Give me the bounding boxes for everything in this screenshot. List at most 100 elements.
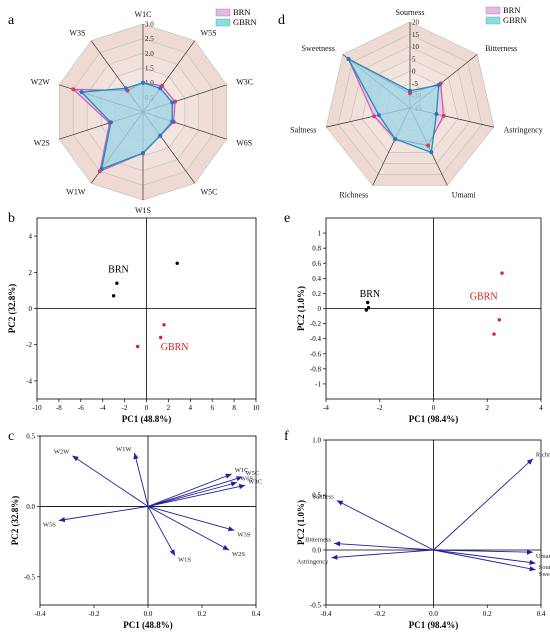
y-tick-label: -0.6 (310, 350, 322, 358)
score-point-brn (115, 281, 119, 285)
radar-axis-label: W2S (34, 138, 50, 147)
radar-point-gbrn (141, 151, 145, 156)
radar-point-gbrn (141, 80, 145, 85)
panel-letter: f (284, 429, 289, 444)
radar-tick-label: 2.5 (145, 35, 154, 43)
radar-point-brn (426, 143, 431, 148)
legend-label: GBRN (503, 15, 527, 25)
radar-point-brn (441, 113, 446, 118)
radar-point-gbrn (393, 137, 398, 141)
x-tick-label: -4 (100, 404, 106, 412)
loading-label: Richness (536, 452, 550, 459)
loading-arrowhead (331, 554, 338, 560)
biplot-panel-f: f -0.4 -0.2 0.0 0.2 0.4 -0.5 0.0 0.5 1.0 PC1 (98.4… (284, 429, 550, 630)
loading-label: W3S (237, 531, 250, 538)
loading-vector (58, 505, 149, 521)
radar-point-gbrn (108, 120, 113, 125)
radar-point-brn (71, 87, 76, 92)
loading-label: Umami (536, 553, 550, 560)
score-point-gbrn (136, 344, 140, 349)
radar-axis-label: Richness (339, 191, 368, 200)
x-tick-label: -4 (323, 404, 329, 412)
x-tick-label: 2 (167, 404, 171, 412)
loading-vector (331, 549, 434, 559)
radar-axis-label: W1C (135, 10, 152, 19)
radar-axis-label: W3S (69, 29, 85, 38)
loading-vector (147, 476, 243, 507)
radar-point-gbrn (436, 83, 441, 87)
loading-vector (147, 506, 176, 556)
loading-arrowhead (72, 455, 79, 462)
y-axis-title: PC2 (1.0%) (296, 500, 306, 545)
y-tick-label: -0.5 (310, 602, 322, 610)
y-tick-label: 0.5 (312, 492, 321, 500)
legend-swatch-brn (485, 6, 501, 15)
loading-arrowhead (238, 484, 246, 490)
radar-axis-label: W1W (66, 187, 86, 196)
legend-label: BRN (503, 5, 520, 15)
scatter-panel-b: b -10 -8 -6 -4 -2 0 2 4 6 8 10 -4 -2 0 2 4 PC1 (48.8%) PC2… (7, 211, 260, 424)
loading-arrowhead (230, 481, 238, 487)
loading-arrowhead (169, 549, 175, 556)
loading-label: W1W (116, 446, 132, 453)
x-tick-label: -0.4 (320, 610, 332, 618)
y-tick-label: -0.2 (310, 320, 322, 328)
loading-vector (147, 473, 232, 507)
radar-tick-label: 15 (412, 31, 420, 39)
radar-axis-label: W5C (201, 187, 218, 196)
radar-axis-label: Saltness (290, 125, 316, 134)
radar-axis-label: Astringency (504, 125, 543, 134)
radar-axis-label: Umami (452, 191, 477, 200)
radar-point-gbrn (346, 57, 351, 61)
x-tick-label: 0 (145, 404, 149, 412)
radar-tick-label: 2.0 (145, 50, 154, 58)
radar-axis-label: Sweetness (302, 44, 335, 53)
score-point-gbrn (159, 335, 163, 340)
loading-arrowhead (529, 566, 536, 572)
loading-arrowhead (526, 458, 533, 465)
loading-label: Saltness (312, 494, 334, 501)
loading-vector (147, 505, 235, 531)
radar-tick-label: 3.0 (145, 21, 154, 29)
loading-arrowhead (529, 559, 536, 565)
loading-label: W3C (248, 478, 262, 485)
loading-label: W5C (246, 470, 260, 477)
loading-arrowhead (225, 473, 232, 479)
loading-label: Sweetness (539, 571, 550, 578)
loading-arrowhead (227, 526, 235, 532)
x-tick-label: -6 (78, 404, 84, 412)
radar-point-gbrn (158, 133, 163, 138)
x-tick-label: -10 (32, 404, 42, 412)
panel-letter: e (284, 211, 290, 226)
y-tick-label: -4 (26, 377, 32, 385)
group-annotation: GBRN (161, 342, 189, 353)
group-annotation: BRN (360, 289, 381, 300)
loading-vector (336, 500, 434, 551)
y-tick-label: 0.8 (312, 245, 321, 253)
loading-vector (147, 484, 246, 507)
loading-arrowhead (336, 500, 344, 506)
y-tick-label: 4 (29, 233, 33, 241)
y-tick-label: -1 (315, 380, 321, 388)
y-tick-label: 0.0 (26, 503, 35, 511)
score-point-brn (111, 294, 116, 298)
y-axis-title: PC2 (32.8%) (7, 284, 17, 334)
radar-point-gbrn (429, 150, 434, 155)
x-tick-label: 8 (232, 404, 236, 412)
loading-arrowhead (58, 517, 66, 523)
x-tick-label: 0.0 (429, 610, 438, 618)
x-tick-label: 2 (486, 404, 490, 412)
x-tick-label: 0.0 (144, 610, 153, 618)
panel-letter: a (8, 13, 15, 28)
x-axis-title: PC1 (48.8%) (123, 620, 173, 630)
loading-label: W2W (54, 449, 70, 456)
loading-label: W6S (240, 476, 253, 483)
radar-axis-label: W6S (236, 138, 252, 147)
y-axis-title: PC2 (32.8%) (10, 496, 20, 546)
loading-label: W1C (235, 467, 249, 474)
y-tick-label: -2 (26, 341, 32, 349)
x-tick-label: 10 (253, 404, 261, 412)
y-tick-label: 0.5 (26, 433, 35, 441)
radar-tick-label: -5 (412, 80, 418, 88)
radar-axis-label: Sourness (396, 8, 425, 17)
